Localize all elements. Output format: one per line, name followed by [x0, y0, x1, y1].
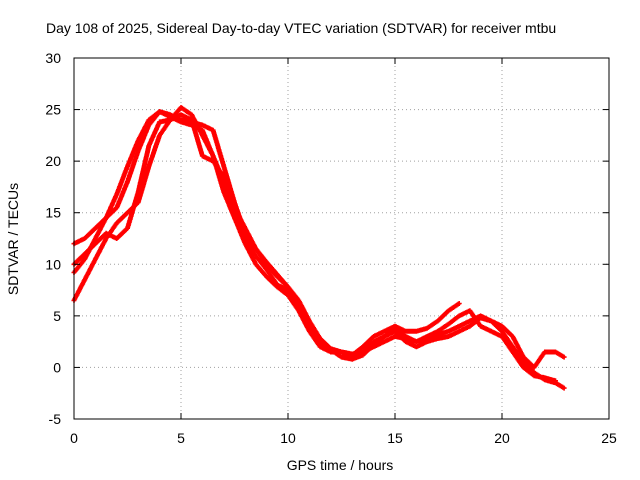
plot-frame: [73, 57, 610, 420]
chart-title: Day 108 of 2025, Sidereal Day-to-day VTE…: [46, 20, 556, 36]
axis-ticks: 0 5 10 15 20 25 -5 0 5 10 15 20 25 30: [45, 50, 617, 446]
y-tick-label: 10: [45, 256, 61, 272]
x-tick-label: 10: [280, 430, 296, 446]
series-track-3: [71, 109, 462, 358]
data-points: [71, 105, 567, 391]
y-tick-label: 30: [45, 50, 61, 66]
x-tick-label: 20: [494, 430, 510, 446]
grid-lines: [74, 58, 609, 419]
y-tick-label: -5: [49, 411, 62, 427]
series-track-2: [71, 105, 558, 384]
x-tick-label: 15: [387, 430, 403, 446]
series-markers: [71, 109, 462, 358]
series-markers: [71, 105, 558, 384]
y-tick-label: 25: [45, 102, 61, 118]
x-tick-label: 5: [177, 430, 185, 446]
y-tick-label: 20: [45, 153, 61, 169]
y-axis-label: SDTVAR / TECUs: [5, 183, 21, 295]
y-tick-label: 15: [45, 205, 61, 221]
x-axis-label: GPS time / hours: [287, 457, 394, 473]
y-tick-label: 5: [53, 308, 61, 324]
y-tick-label: 0: [53, 359, 61, 375]
x-tick-label: 0: [70, 430, 78, 446]
x-tick-label: 25: [601, 430, 617, 446]
